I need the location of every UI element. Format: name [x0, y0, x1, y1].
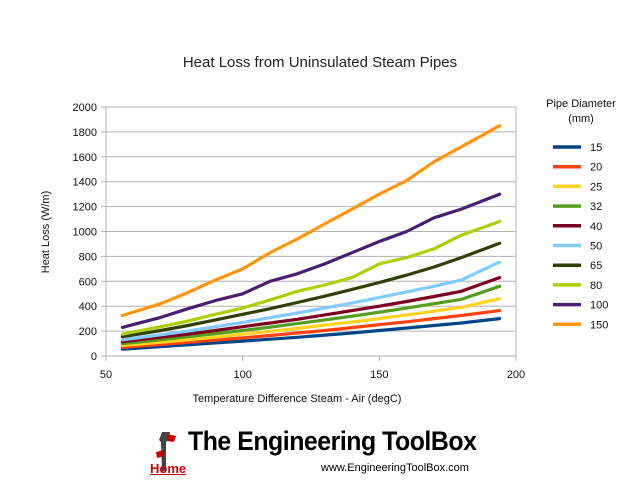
legend: Pipe Diameter (mm) 15 20 25 32 40 50 65 80 100 150: [546, 98, 616, 331]
legend-label-65: 65: [590, 260, 602, 272]
legend-label-15: 15: [590, 142, 602, 154]
y-tick-label: 1800: [73, 127, 97, 139]
series-line-15: [120, 317, 502, 351]
home-link[interactable]: Home: [150, 461, 187, 476]
series-line-20: [120, 309, 502, 349]
y-tick-label: 800: [79, 251, 97, 263]
x-tick-label: 100: [233, 369, 251, 381]
y-tick-labels: 0 200 400 600 800 1000 1200 1400 1600 1800 2000: [73, 102, 97, 363]
x-tick-label: 50: [100, 369, 112, 381]
y-tick-label: 600: [79, 276, 97, 288]
legend-label-32: 32: [590, 201, 602, 213]
series-line-80: [120, 219, 502, 336]
legend-label-20: 20: [590, 162, 602, 174]
y-tick-label: 1600: [73, 152, 97, 164]
toolbox-logo-icon: [156, 432, 176, 472]
x-tick-label: 200: [507, 369, 525, 381]
y-tick-label: 1200: [73, 202, 97, 214]
series-lines: [120, 124, 502, 351]
y-tick-label: 0: [91, 351, 97, 363]
legend-label-25: 25: [590, 181, 602, 193]
series-line-32: [120, 284, 502, 346]
legend-label-40: 40: [590, 221, 602, 233]
series-line-50: [120, 260, 502, 342]
y-tick-label: 400: [79, 301, 97, 313]
series-line-65: [120, 241, 502, 339]
legend-label-80: 80: [590, 280, 602, 292]
brand-name: The Engineering ToolBox: [188, 426, 477, 456]
y-tick-label: 1400: [73, 177, 97, 189]
chart-title: Heat Loss from Uninsulated Steam Pipes: [183, 54, 457, 71]
y-axis-label: Heat Loss (W/m): [40, 191, 52, 274]
series-line-150: [120, 124, 502, 318]
series-line-100: [120, 192, 502, 329]
y-tick-label: 1000: [73, 227, 97, 239]
legend-label-150: 150: [590, 319, 608, 331]
chart: Heat Loss from Uninsulated Steam Pipes 0…: [40, 54, 616, 405]
branding: The Engineering ToolBox Home www.Enginee…: [150, 426, 490, 482]
legend-label-100: 100: [590, 300, 608, 312]
series-line-40: [120, 276, 502, 344]
series-line-25: [120, 297, 502, 347]
site-url: www.EngineeringToolBox.com: [321, 462, 469, 474]
x-axis-label: Temperature Difference Steam - Air (degC…: [193, 393, 402, 405]
x-tick-labels: 50 100 150 200: [100, 369, 525, 381]
y-tick-label: 2000: [73, 102, 97, 114]
x-tick-label: 150: [370, 369, 388, 381]
legend-label-50: 50: [590, 241, 602, 253]
y-tick-label: 200: [79, 326, 97, 338]
axes: [105, 107, 517, 361]
legend-title: Pipe Diameter (mm): [546, 98, 616, 125]
